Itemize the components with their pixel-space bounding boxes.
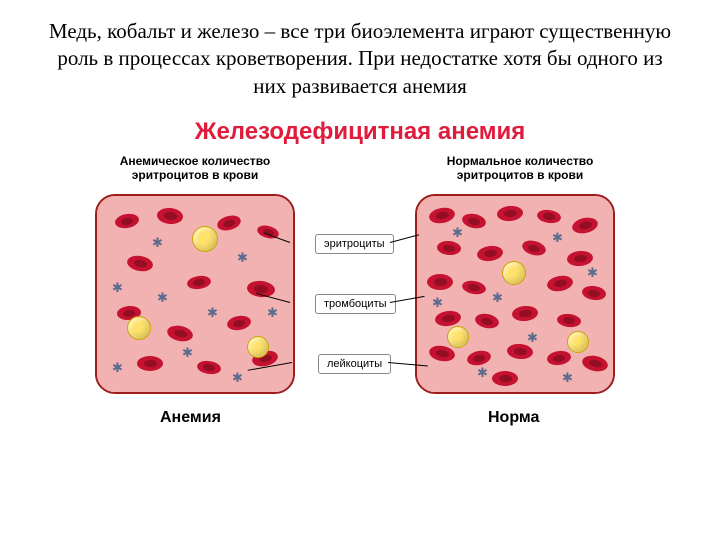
platelet: ✱: [432, 296, 443, 309]
white-blood-cell: [127, 316, 151, 340]
diagram-area: Анемическое количествоэритроцитов в кров…: [0, 154, 720, 494]
left-caption: Анемия: [160, 409, 221, 427]
platelet: ✱: [237, 251, 248, 264]
platelet: ✱: [552, 231, 563, 244]
normal-panel: ✱ ✱ ✱ ✱ ✱ ✱ ✱ ✱: [415, 194, 615, 394]
platelet: ✱: [152, 236, 163, 249]
platelet: ✱: [477, 366, 488, 379]
platelet: ✱: [207, 306, 218, 319]
platelet: ✱: [232, 371, 243, 384]
white-blood-cell: [567, 331, 589, 353]
white-blood-cell: [192, 226, 218, 252]
red-blood-cell: [427, 274, 453, 290]
left-subtitle: Анемическое количествоэритроцитов в кров…: [105, 154, 285, 183]
platelet: ✱: [112, 361, 123, 374]
label-leukocytes: лейкоциты: [318, 354, 391, 374]
platelet: ✱: [157, 291, 168, 304]
red-blood-cell: [137, 356, 163, 371]
label-thrombocytes: тромбоциты: [315, 294, 396, 314]
anemia-panel: ✱ ✱ ✱ ✱ ✱ ✱ ✱ ✱ ✱: [95, 194, 295, 394]
platelet: ✱: [182, 346, 193, 359]
label-erythrocytes: эритроциты: [315, 234, 394, 254]
white-blood-cell: [247, 336, 269, 358]
platelet: ✱: [267, 306, 278, 319]
right-caption: Норма: [488, 409, 539, 427]
platelet: ✱: [527, 331, 538, 344]
intro-text: Медь, кобальт и железо – все три биоэлем…: [0, 0, 720, 110]
platelet: ✱: [587, 266, 598, 279]
red-blood-cell: [492, 371, 518, 386]
white-blood-cell: [447, 326, 469, 348]
platelet: ✱: [562, 371, 573, 384]
right-subtitle: Нормальное количествоэритроцитов в крови: [420, 154, 620, 183]
white-blood-cell: [502, 261, 526, 285]
platelet: ✱: [452, 226, 463, 239]
platelet: ✱: [492, 291, 503, 304]
diagram-title: Железодефицитная анемия: [0, 118, 720, 146]
platelet: ✱: [112, 281, 123, 294]
